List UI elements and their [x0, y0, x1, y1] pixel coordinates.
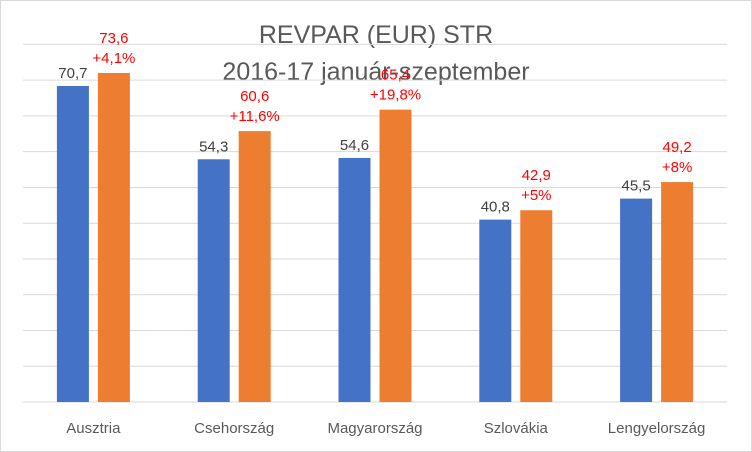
- category-label: Magyarország: [327, 420, 422, 437]
- bar-series1: [56, 85, 89, 402]
- bar-series1: [338, 157, 371, 402]
- data-label-series2: 65,4: [381, 67, 410, 84]
- change-label: +5%: [521, 187, 551, 204]
- bar-series2: [661, 182, 694, 402]
- change-label: +8%: [662, 159, 692, 176]
- bar-series2: [97, 73, 130, 403]
- data-label-series1: 45,5: [621, 178, 650, 195]
- chart-subtitle: 2016-17 január-szeptember: [222, 58, 530, 86]
- data-label-series1: 70,7: [58, 65, 87, 82]
- data-label-series1: 54,6: [340, 137, 369, 154]
- change-label: +19,8%: [370, 87, 421, 104]
- bar-series2: [238, 131, 271, 403]
- category-label: Ausztria: [66, 420, 121, 437]
- data-label-series1: 54,3: [199, 138, 228, 155]
- bar-series2: [379, 109, 412, 403]
- bar-series1: [479, 219, 512, 402]
- bar-series1: [620, 198, 653, 402]
- data-label-series1: 40,8: [481, 199, 510, 216]
- data-label-series2: 42,9: [522, 167, 551, 184]
- data-label-series2: 73,6: [99, 30, 128, 47]
- category-label: Szlovákia: [484, 420, 549, 437]
- bar-series1: [197, 159, 230, 402]
- change-label: +11,6%: [230, 108, 280, 125]
- category-label: Lengyelország: [608, 420, 706, 437]
- bar-series2: [520, 210, 553, 402]
- category-label: Csehország: [194, 420, 274, 437]
- change-label: +4,1%: [92, 50, 135, 67]
- data-label-series2: 60,6: [240, 88, 269, 105]
- data-label-series2: 49,2: [662, 139, 691, 156]
